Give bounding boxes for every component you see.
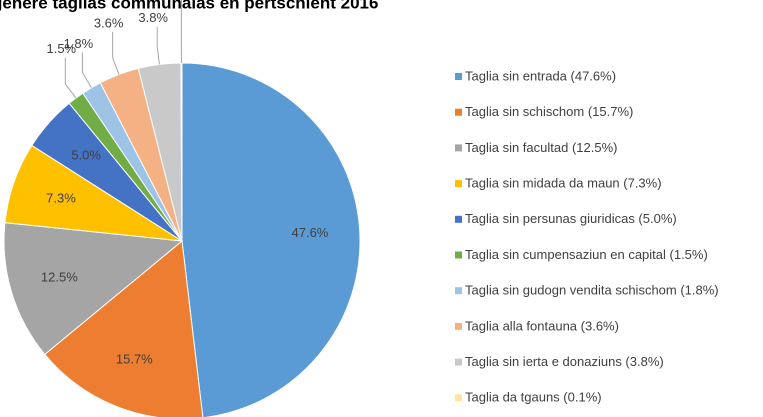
legend-label: Taglia da tgauns (0.1%) — [465, 390, 602, 405]
legend-swatch — [455, 251, 462, 259]
legend-swatch — [455, 73, 462, 80]
legend-label: Taglia sin cumpensaziun en capital (1.5%… — [465, 247, 708, 262]
legend-label: Taglia sin midada da maun (7.3%) — [465, 176, 662, 191]
data-label: 7.3% — [46, 190, 76, 205]
data-label: 1.8% — [64, 36, 94, 51]
chart-title: genere taglias communalas en pertschient… — [0, 0, 378, 12]
pie-slice — [44, 240, 204, 417]
legend-label: Taglia alla fontauna (3.6%) — [465, 318, 619, 333]
legend-label: Taglia sin facultad (12.5%) — [465, 140, 617, 155]
data-label: 47.6% — [292, 225, 329, 240]
leader-line — [112, 31, 120, 75]
leader-line — [64, 57, 77, 99]
legend-swatch — [455, 322, 462, 330]
leader-line — [81, 52, 92, 89]
leader-line — [156, 26, 160, 65]
legend-swatch — [455, 287, 462, 295]
data-label: 12.5% — [41, 270, 78, 285]
legend-label: Taglia sin entrada (47.6%) — [465, 68, 616, 83]
data-label: 5.0% — [71, 147, 101, 162]
legend-swatch — [455, 394, 462, 402]
legend-label: Taglia sin persunas giuridicas (5.0%) — [465, 211, 677, 226]
legend-label: Taglia sin ierta e donaziuns (3.8%) — [465, 354, 664, 369]
data-label: 3.6% — [94, 15, 124, 30]
legend-swatch — [455, 215, 462, 223]
pie-slice — [3, 222, 184, 356]
legend-swatch — [455, 144, 462, 152]
legend-label: Taglia sin gudogn vendita schischom (1.8… — [465, 283, 719, 298]
data-label: 3.8% — [138, 10, 168, 25]
legend-label: Taglia sin schischom (15.7%) — [465, 104, 633, 119]
data-label: 1.5% — [46, 41, 76, 56]
legend-swatch — [455, 358, 462, 366]
legend-swatch — [455, 180, 462, 188]
pie-slice — [181, 62, 361, 417]
legend-swatch — [455, 108, 462, 116]
pie-slice — [180, 62, 183, 242]
data-label: 15.7% — [116, 351, 153, 366]
